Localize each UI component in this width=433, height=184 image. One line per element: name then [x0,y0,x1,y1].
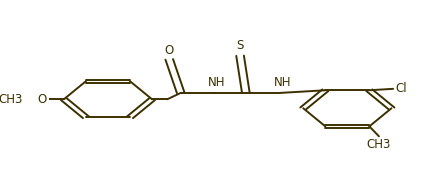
Text: CH3: CH3 [367,138,391,151]
Text: NH: NH [274,76,291,89]
Text: Cl: Cl [395,82,407,95]
Text: S: S [236,39,244,52]
Text: CH3: CH3 [0,93,23,106]
Text: NH: NH [208,76,226,89]
Text: O: O [37,93,46,106]
Text: O: O [165,44,174,57]
